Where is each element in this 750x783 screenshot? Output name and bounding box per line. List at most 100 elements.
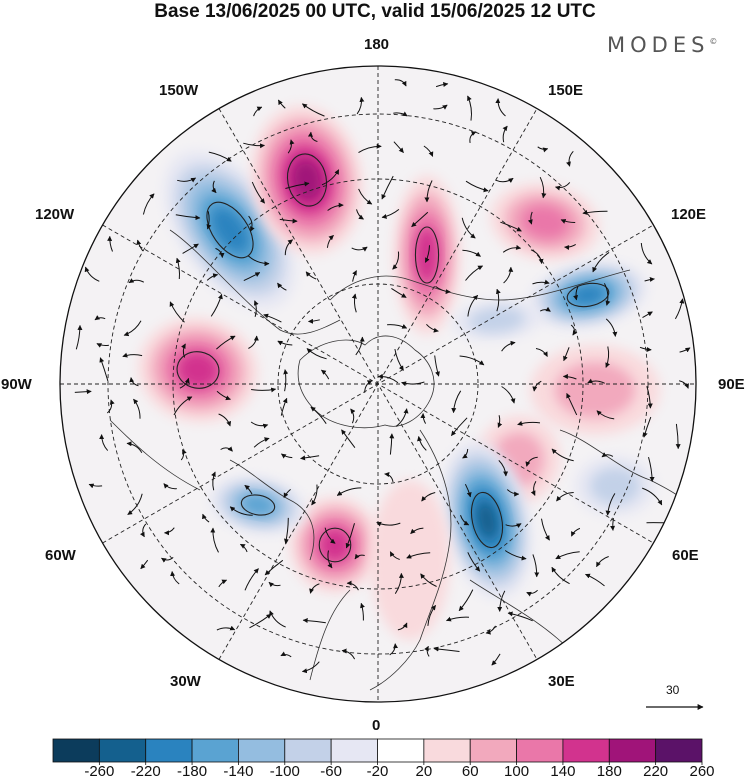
wind-vector — [424, 180, 433, 203]
wind-vector — [435, 286, 451, 295]
lon-label-60w: 60W — [45, 547, 76, 564]
wind-vector — [216, 390, 231, 401]
wind-vector — [210, 527, 219, 553]
wind-vector — [555, 551, 580, 560]
wind-vector — [411, 211, 429, 228]
colorbar-tick-label: 100 — [504, 763, 530, 780]
wind-vector — [517, 420, 541, 426]
wind-vector — [642, 487, 663, 506]
wind-vector — [177, 177, 197, 183]
wind-vector — [497, 415, 503, 428]
colorbar — [52, 738, 703, 765]
wind-vector — [107, 235, 113, 252]
colorbar-swatch — [377, 738, 425, 763]
wind-vector — [648, 456, 655, 482]
wind-vector — [539, 176, 547, 199]
wind-vector — [506, 489, 520, 497]
wind-vector — [642, 416, 652, 438]
anomaly-center — [370, 480, 450, 640]
colorbar-swatch — [98, 738, 147, 763]
colorbar-swatch — [145, 738, 193, 763]
wind-vector — [169, 301, 185, 323]
wind-vector — [253, 437, 270, 448]
anomaly-center — [251, 105, 363, 255]
wind-vector — [564, 243, 576, 250]
wind-vector — [605, 346, 610, 368]
wind-vector — [277, 99, 286, 109]
wind-vector — [96, 343, 109, 348]
wind-vector — [277, 282, 287, 291]
wind-vector — [301, 661, 320, 674]
wind-vector — [179, 377, 190, 389]
wind-vector — [355, 336, 365, 356]
wind-vector — [253, 300, 259, 317]
wind-vector — [268, 581, 281, 588]
wind-vector — [642, 311, 653, 319]
wind-vector — [427, 605, 436, 626]
wind-vector — [327, 550, 333, 569]
wind-vector — [133, 398, 141, 419]
wind-vector — [394, 349, 404, 371]
wind-vector — [394, 79, 407, 87]
lon-label-30w: 30W — [170, 673, 201, 690]
wind-vector — [526, 589, 538, 597]
colorbar-tick-label: -220 — [130, 763, 161, 780]
wind-vector — [395, 408, 409, 427]
wind-vector — [243, 272, 261, 282]
wind-vector — [74, 389, 92, 395]
wind-vector — [247, 255, 270, 267]
wind-vector — [140, 559, 149, 570]
wind-vector — [321, 369, 330, 380]
wind-vector — [308, 318, 320, 324]
wind-vectors — [74, 79, 691, 674]
wind-vector — [417, 436, 427, 451]
wind-vector — [356, 209, 364, 220]
colorbar-swatch — [469, 738, 517, 763]
wind-vector — [562, 373, 577, 380]
wind-vector — [280, 651, 292, 658]
wind-vector — [505, 523, 522, 529]
wind-vector — [75, 324, 83, 350]
anomaly-layer — [138, 105, 660, 640]
wind-vector — [495, 98, 506, 117]
colorbar-swatch — [423, 738, 471, 763]
wind-vector — [244, 568, 259, 591]
wind-vector — [393, 141, 404, 153]
colorbar-tick-label: -140 — [223, 763, 254, 780]
colorbar-tick-label: 260 — [689, 763, 715, 780]
wind-vector — [498, 460, 509, 477]
wind-vector — [163, 483, 177, 490]
wind-vector — [356, 96, 365, 115]
lon-label-0: 0 — [372, 717, 381, 734]
wind-vector — [248, 335, 259, 349]
wind-vector — [305, 271, 317, 280]
wind-vector — [170, 571, 180, 585]
wind-vector — [341, 648, 356, 660]
wind-vector — [503, 266, 514, 284]
wind-vector — [229, 506, 253, 516]
wind-vector — [460, 515, 470, 526]
wind-vector — [563, 347, 570, 362]
wind-vector — [640, 242, 653, 265]
lon-label-120w: 120W — [35, 206, 75, 223]
wind-vector — [610, 518, 616, 531]
modes-logo-text: MODES — [607, 33, 710, 57]
wind-vector — [679, 347, 691, 353]
anomaly-center — [290, 497, 380, 593]
wind-vector — [326, 234, 334, 248]
wind-vector — [541, 518, 550, 541]
wind-vector — [462, 249, 481, 257]
wind-vector — [279, 218, 298, 224]
wind-vector — [136, 239, 144, 252]
wind-vector — [346, 580, 359, 591]
lon-label-150w: 150W — [159, 82, 199, 99]
wind-vector — [605, 493, 616, 516]
wind-vector — [582, 210, 608, 215]
wind-vector — [426, 323, 439, 333]
anomaly-center — [490, 183, 600, 261]
anomaly-center — [528, 261, 648, 329]
wind-vector — [539, 306, 551, 312]
wind-vector — [537, 146, 549, 153]
wind-vector — [485, 625, 496, 635]
colorbar-tick-label: 180 — [596, 763, 622, 780]
